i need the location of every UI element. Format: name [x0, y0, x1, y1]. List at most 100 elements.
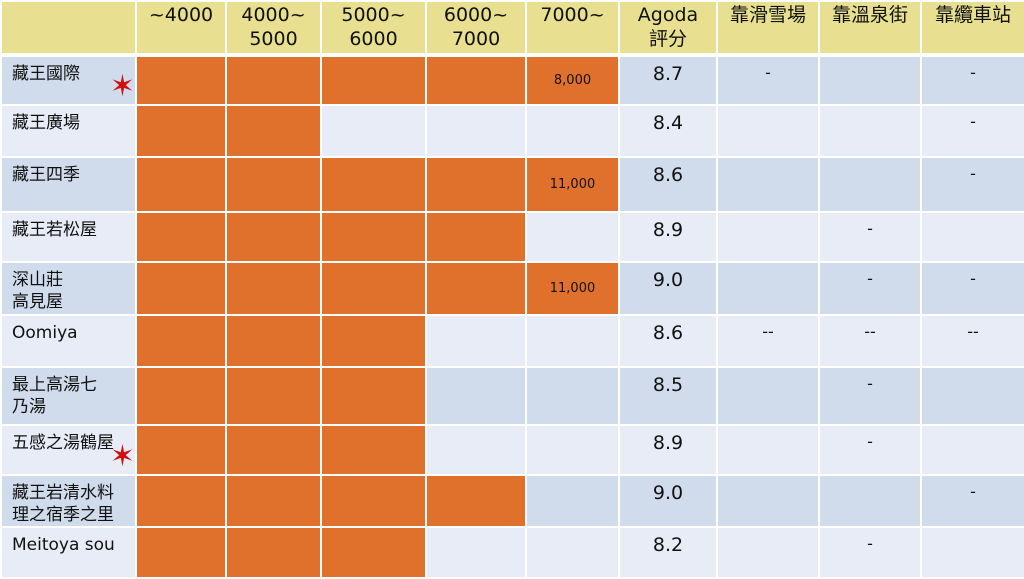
- location-mark: -: [818, 424, 922, 476]
- price-range-cell: [320, 156, 427, 213]
- price-range-cell: [135, 54, 227, 106]
- agoda-score: 8.9: [618, 424, 718, 476]
- star-icon: ✶: [109, 439, 135, 474]
- location-mark: --: [818, 314, 922, 368]
- location-mark: [818, 54, 922, 106]
- location-mark: [716, 366, 820, 426]
- location-mark: [818, 104, 922, 158]
- column-header: 靠溫泉街: [818, 0, 922, 57]
- location-mark: -: [920, 474, 1024, 528]
- column-header: 6000~ 7000: [425, 0, 527, 57]
- price-range-cell: [225, 424, 322, 476]
- column-header: 靠纜車站: [920, 0, 1024, 57]
- price-range-cell: [525, 104, 620, 158]
- price-range-cell: [425, 474, 527, 528]
- price-range-cell: 8,000: [525, 54, 620, 106]
- price-range-cell: [425, 211, 527, 263]
- price-range-cell: [320, 424, 427, 476]
- location-mark: -: [716, 54, 820, 106]
- column-header: 7000~: [525, 0, 620, 57]
- table-row: 藏王四季 11,000 8.6 -: [0, 156, 1024, 213]
- table-row: 藏王若松屋 8.9 -: [0, 211, 1024, 263]
- price-range-cell: [320, 261, 427, 316]
- price-range-cell: [425, 104, 527, 158]
- price-range-cell: [135, 314, 227, 368]
- hotel-name-text: 藏王岩清水料 理之宿季之里: [12, 483, 114, 525]
- hotel-name: 藏王國際 ✶: [0, 54, 137, 106]
- price-range-cell: [225, 261, 322, 316]
- price-range-cell: [425, 314, 527, 368]
- hotel-name-text: 五感之湯鶴屋: [12, 433, 114, 453]
- price-range-cell: [525, 526, 620, 579]
- price-range-cell: [525, 314, 620, 368]
- price-range-cell: [320, 104, 427, 158]
- location-mark: -: [818, 261, 922, 316]
- location-mark: -: [818, 366, 922, 426]
- price-range-cell: 11,000: [525, 156, 620, 213]
- price-range-cell: [225, 156, 322, 213]
- table-row: 藏王岩清水料 理之宿季之里 9.0 -: [0, 474, 1024, 528]
- location-mark: [920, 211, 1024, 263]
- price-range-cell: [425, 366, 527, 426]
- price-range-cell: [225, 366, 322, 426]
- column-header: 4000~ 5000: [225, 0, 322, 57]
- location-mark: -: [920, 104, 1024, 158]
- price-range-cell: [225, 314, 322, 368]
- location-mark: [716, 474, 820, 528]
- table-row: 藏王廣場 8.4 -: [0, 104, 1024, 158]
- table-row: Oomiya 8.6 -- -- --: [0, 314, 1024, 368]
- location-mark: -: [920, 261, 1024, 316]
- location-mark: [920, 424, 1024, 476]
- price-range-cell: [425, 424, 527, 476]
- agoda-score: 8.2: [618, 526, 718, 579]
- price-range-cell: [425, 156, 527, 213]
- location-mark: [716, 104, 820, 158]
- price-range-cell: [135, 156, 227, 213]
- price-range-cell: [225, 104, 322, 158]
- column-header: ~4000: [135, 0, 227, 57]
- location-mark: [716, 526, 820, 579]
- hotel-name-text: 藏王若松屋: [12, 220, 97, 240]
- price-range-cell: [425, 261, 527, 316]
- price-range-cell: [225, 526, 322, 579]
- hotel-name: 五感之湯鶴屋 ✶: [0, 424, 137, 476]
- price-range-cell: [525, 474, 620, 528]
- hotel-name-text: 深山莊 高見屋: [12, 270, 63, 312]
- table-row: 最上高湯七 乃湯 8.5 -: [0, 366, 1024, 426]
- location-mark: [716, 261, 820, 316]
- price-range-cell: [525, 366, 620, 426]
- agoda-score: 8.6: [618, 156, 718, 213]
- price-range-cell: [225, 54, 322, 106]
- hotel-name-text: Meitoya sou: [12, 535, 115, 555]
- price-range-cell: [135, 474, 227, 528]
- location-mark: -: [818, 526, 922, 579]
- hotel-name-text: 藏王國際: [12, 64, 80, 84]
- price-range-cell: [525, 424, 620, 476]
- price-range-cell: 11,000: [525, 261, 620, 316]
- price-range-cell: [135, 211, 227, 263]
- hotel-name: 藏王四季: [0, 156, 137, 213]
- hotel-name: Meitoya sou: [0, 526, 137, 579]
- hotel-name: Oomiya: [0, 314, 137, 368]
- location-mark: -: [920, 54, 1024, 106]
- location-mark: [920, 526, 1024, 579]
- location-mark: -: [920, 156, 1024, 213]
- star-icon: ✶: [109, 69, 135, 104]
- price-range-cell: [425, 54, 527, 106]
- hotel-name: 藏王廣場: [0, 104, 137, 158]
- column-header: 5000~ 6000: [320, 0, 427, 57]
- table-row: 深山莊 高見屋 11,000 9.0 - -: [0, 261, 1024, 316]
- hotel-name-text: 藏王廣場: [12, 113, 80, 133]
- price-range-cell: [320, 211, 427, 263]
- location-mark: [716, 211, 820, 263]
- price-range-cell: [135, 261, 227, 316]
- price-range-cell: [425, 526, 527, 579]
- hotel-name-text: 藏王四季: [12, 165, 80, 185]
- price-range-cell: [135, 366, 227, 426]
- agoda-score: 9.0: [618, 474, 718, 528]
- location-mark: [920, 366, 1024, 426]
- agoda-score: 9.0: [618, 261, 718, 316]
- agoda-score: 8.7: [618, 54, 718, 106]
- location-mark: --: [920, 314, 1024, 368]
- column-header: Agoda 評分: [618, 0, 718, 57]
